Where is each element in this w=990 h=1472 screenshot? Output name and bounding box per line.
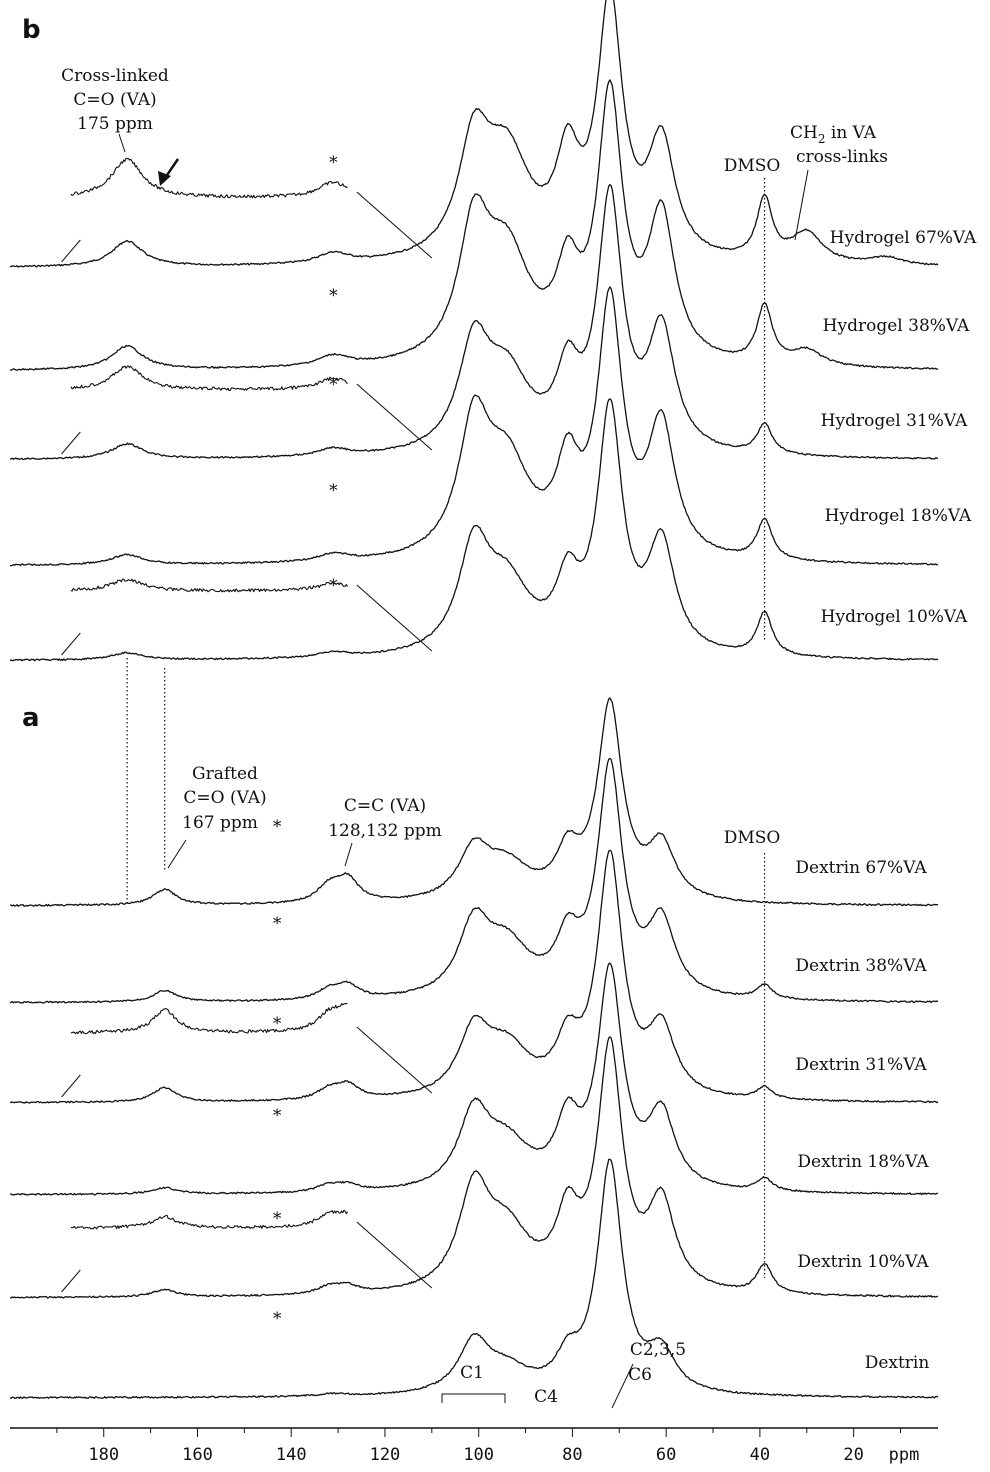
inset-connector-left bbox=[61, 1269, 81, 1293]
grafted-pointer bbox=[167, 839, 187, 869]
annotation-c4: C4 bbox=[534, 1387, 558, 1407]
annotation-dmso-b: DMSO bbox=[724, 156, 781, 176]
series-label: Dextrin 31%VA bbox=[795, 1055, 927, 1075]
c1-bracket bbox=[441, 1393, 506, 1403]
sideband-star: * bbox=[273, 914, 282, 934]
sideband-star: * bbox=[273, 1106, 282, 1126]
annotation-c235: C2,3,5 bbox=[630, 1340, 686, 1360]
spectrum-hydrogel-10-va bbox=[9, 398, 939, 662]
spectrum-dextrin bbox=[10, 1158, 939, 1399]
annotation-grafted-2: C=O (VA) bbox=[183, 788, 266, 808]
series-label: Hydrogel 18%VA bbox=[825, 506, 972, 526]
series-label: Hydrogel 38%VA bbox=[823, 316, 970, 336]
annotation-c1: C1 bbox=[460, 1363, 484, 1383]
sideband-star: * bbox=[273, 1209, 282, 1229]
inset-spectrum bbox=[70, 365, 348, 391]
inset-connector-right bbox=[356, 1026, 433, 1094]
x-tick-label: 160 bbox=[182, 1445, 213, 1465]
inset-spectrum bbox=[70, 157, 348, 199]
spectrum-dextrin-10-va bbox=[9, 1036, 939, 1299]
panel-label-b: b bbox=[22, 15, 41, 45]
sideband-star: * bbox=[329, 153, 338, 173]
annotation-cc-1: C=C (VA) bbox=[344, 796, 426, 816]
shoulder-arrow-head bbox=[158, 171, 171, 186]
panel-label-a: a bbox=[22, 703, 40, 733]
x-axis: 180 160 140 120 100 80 60 40 20 bbox=[56, 1428, 902, 1465]
annotation-crosslinked-3: 175 ppm bbox=[77, 114, 153, 134]
annotation-ch2-line1: CH2 in VA bbox=[790, 123, 877, 146]
x-tick-label: 100 bbox=[463, 1445, 494, 1465]
annotation-cc-2: 128,132 ppm bbox=[328, 821, 442, 841]
sideband-star: * bbox=[273, 1014, 282, 1034]
series-label: Dextrin 38%VA bbox=[795, 956, 927, 976]
series-label: Hydrogel 10%VA bbox=[821, 607, 968, 627]
sideband-star: * bbox=[273, 817, 282, 837]
x-tick-label: 140 bbox=[276, 1445, 307, 1465]
inset-connector-right bbox=[356, 1221, 433, 1289]
annotation-crosslinked-2: C=O (VA) bbox=[73, 90, 156, 110]
inset-connector-left bbox=[61, 431, 81, 455]
annotation-c6: C6 bbox=[628, 1365, 652, 1385]
inset-connector-left bbox=[61, 1074, 81, 1098]
inset-spectrum bbox=[70, 1002, 348, 1035]
inset-spectrum bbox=[70, 578, 348, 593]
spinning-sideband-marks: * * * * * * * * * * * bbox=[273, 153, 338, 1329]
spectrum-dextrin-31-va bbox=[9, 849, 939, 1104]
series-label: Hydrogel 67%VA bbox=[830, 228, 977, 248]
annotation-dmso-a: DMSO bbox=[724, 828, 781, 848]
annotation-crosslinked-1: Cross-linked bbox=[61, 66, 169, 86]
sideband-star: * bbox=[273, 1309, 282, 1329]
ch2-pointer bbox=[794, 169, 809, 241]
series-label: Dextrin 10%VA bbox=[797, 1252, 929, 1272]
series-label: Dextrin bbox=[865, 1353, 930, 1373]
series-label: Hydrogel 31%VA bbox=[821, 411, 968, 431]
x-tick-label: 120 bbox=[370, 1445, 401, 1465]
spectrum-dextrin-38-va bbox=[9, 757, 939, 1004]
spectrum-hydrogel-31-va bbox=[10, 183, 939, 461]
inset-connector-right bbox=[356, 191, 433, 259]
series-labels: Hydrogel 67%VA Hydrogel 38%VA Hydrogel 31%… bbox=[795, 228, 977, 1373]
series-label: Dextrin 67%VA bbox=[795, 858, 927, 878]
x-tick-label: 180 bbox=[88, 1445, 119, 1465]
sideband-star: * bbox=[329, 576, 338, 596]
spectrum-dextrin-67-va bbox=[9, 697, 939, 907]
inset-connector-right bbox=[356, 383, 433, 451]
inset-spectra bbox=[61, 157, 433, 1293]
inset-connector-left bbox=[61, 632, 81, 656]
c235-pointer bbox=[611, 1363, 634, 1409]
inset-connector-right bbox=[356, 584, 433, 652]
guide-lines bbox=[126, 178, 766, 1278]
sideband-star: * bbox=[329, 481, 338, 501]
x-tick-label: 80 bbox=[562, 1445, 582, 1465]
spectrum-hydrogel-38-va bbox=[9, 79, 939, 371]
annotation-ch2-line2: cross-links bbox=[796, 147, 888, 167]
sideband-star: * bbox=[329, 375, 338, 395]
spectrum-hydrogel-18-va bbox=[9, 286, 939, 567]
annotation-grafted-3: 167 ppm bbox=[182, 813, 258, 833]
sideband-star: * bbox=[329, 286, 338, 306]
x-axis-unit: ppm bbox=[889, 1445, 920, 1465]
cc-pointer bbox=[344, 842, 353, 867]
spectrum-dextrin-18-va bbox=[10, 962, 939, 1196]
annotation-grafted-1: Grafted bbox=[192, 764, 258, 784]
crosslinked-pointer bbox=[118, 133, 126, 153]
x-tick-label: 40 bbox=[750, 1445, 770, 1465]
x-tick-label: 20 bbox=[843, 1445, 863, 1465]
inset-connector-left bbox=[61, 239, 81, 263]
spectra bbox=[9, 0, 939, 1399]
spectrum-hydrogel-67-va bbox=[9, 0, 939, 268]
x-tick-label: 60 bbox=[656, 1445, 676, 1465]
series-label: Dextrin 18%VA bbox=[797, 1152, 929, 1172]
inset-spectrum bbox=[70, 1209, 348, 1230]
